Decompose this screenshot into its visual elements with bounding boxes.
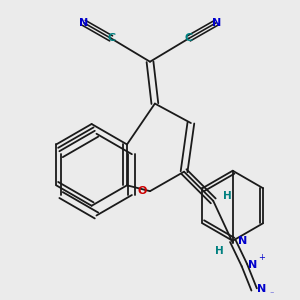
Text: N: N bbox=[248, 260, 257, 270]
Text: H: H bbox=[223, 191, 231, 201]
Text: C: C bbox=[185, 33, 193, 43]
Text: N: N bbox=[212, 18, 221, 28]
Text: N: N bbox=[79, 18, 88, 28]
Text: ⁻: ⁻ bbox=[269, 290, 274, 299]
Text: N: N bbox=[257, 284, 266, 294]
Text: C: C bbox=[107, 33, 115, 43]
Text: H: H bbox=[215, 245, 224, 256]
Text: N: N bbox=[238, 236, 247, 246]
Text: +: + bbox=[259, 253, 266, 262]
Text: O: O bbox=[137, 186, 147, 196]
